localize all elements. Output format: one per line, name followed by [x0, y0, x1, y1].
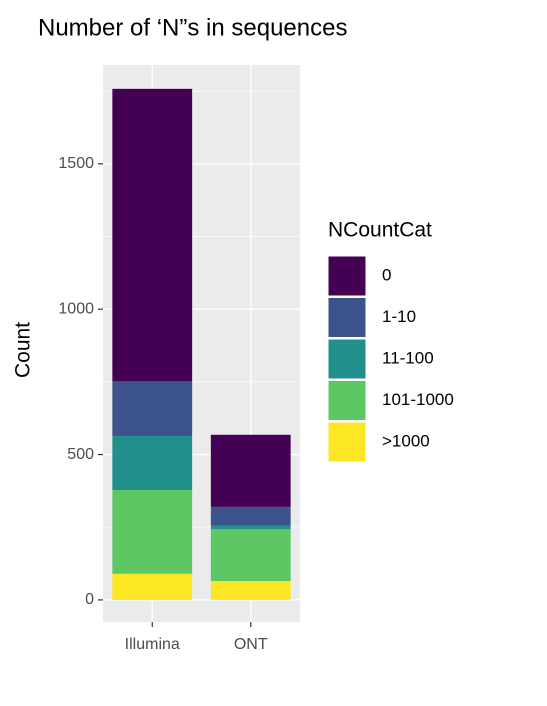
- legend-key: [327, 380, 367, 421]
- y-tick-label: 0: [85, 591, 94, 608]
- legend-key: [327, 338, 367, 380]
- bar-segment: [210, 525, 291, 529]
- legend-label: 101-1000: [382, 390, 454, 409]
- bar-segment: [210, 434, 291, 507]
- legend-label: >1000: [382, 431, 430, 450]
- legend-key: [327, 421, 367, 463]
- legend-key: [327, 255, 367, 297]
- y-axis-label: Count: [12, 322, 35, 378]
- x-tick-label: Illumina: [125, 636, 180, 653]
- bar-segment: [112, 88, 193, 382]
- x-tick-label: ONT: [234, 636, 268, 653]
- legend-label: 0: [382, 265, 391, 284]
- bar-segment: [112, 435, 193, 491]
- chart-title: Number of ‘N”s in sequences: [38, 14, 347, 41]
- bar-segment: [112, 381, 193, 436]
- y-tick-label: 500: [67, 446, 94, 463]
- legend-title: NCountCat: [328, 219, 432, 242]
- bar-segment: [210, 506, 291, 526]
- bar-segment: [210, 581, 291, 600]
- y-tick-label: 1000: [58, 300, 94, 317]
- bar-segment: [210, 528, 291, 582]
- legend-label: 1-10: [382, 307, 416, 326]
- bar-segment: [112, 573, 193, 600]
- bar-segment: [112, 490, 193, 574]
- legend-key: [327, 297, 367, 338]
- legend-label: 11-100: [382, 348, 434, 367]
- y-tick-label: 1500: [58, 155, 94, 172]
